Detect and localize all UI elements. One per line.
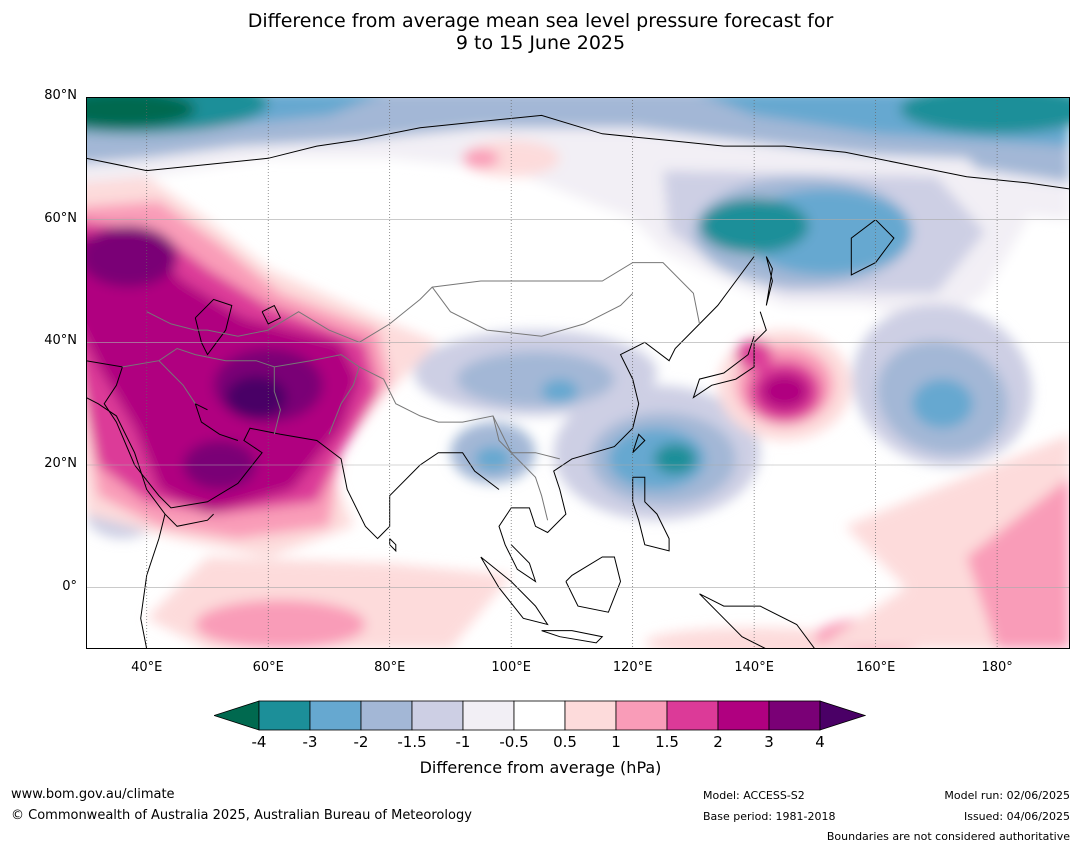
footer-boundaries: Boundaries are not considered authoritat… (826, 830, 1070, 843)
coastline (86, 360, 500, 540)
anomaly-region (899, 97, 1070, 134)
map-title-line2: 9 to 15 June 2025 (455, 32, 626, 54)
map-title: Difference from average mean sea level p… (0, 10, 1081, 54)
longitude-label: 80°E (374, 660, 406, 675)
longitude-label: 160°E (855, 660, 896, 675)
map-canvas (86, 97, 1070, 649)
footer-issued: Issued: 04/06/2025 (963, 810, 1070, 823)
country-border (146, 311, 208, 331)
latitude-label: 80°N (44, 88, 77, 103)
anomaly-region (541, 379, 578, 404)
colorbar-segment (615, 700, 668, 731)
colorbar-title: Difference from average (hPa) (419, 758, 662, 777)
anomaly-region (474, 446, 512, 472)
coastline (261, 304, 282, 325)
country-border (273, 366, 281, 435)
footer-website: www.bom.gov.au/climate (11, 787, 175, 802)
anomaly-contours (86, 97, 1070, 649)
pressure-anomaly-map (86, 97, 1070, 649)
coastline (632, 433, 646, 454)
colorbar-segment (513, 700, 566, 731)
latitude-label: 40°N (44, 333, 77, 349)
anomaly-region (225, 376, 287, 419)
latitude-label: 0° (62, 578, 77, 594)
colorbar-tick-label: 4 (815, 733, 825, 751)
coastline (541, 630, 604, 644)
coastline (86, 397, 214, 527)
longitude-label: 60°E (252, 660, 284, 675)
longitude-label: 140°E (734, 660, 774, 675)
coastline (699, 593, 816, 649)
colorbar-segment (462, 700, 515, 731)
longitude-label: 100°E (491, 660, 531, 675)
country-border (158, 360, 196, 404)
footer-model: Model: ACCESS-S2 (703, 789, 805, 802)
map-frame (86, 97, 1070, 649)
colorbar-tick-label: 2 (713, 733, 723, 751)
latitude-label: 20°N (44, 456, 77, 471)
country-border (492, 415, 549, 521)
coastline (140, 513, 166, 649)
coastline (850, 219, 895, 276)
colorbar-tick-label: -1 (455, 733, 471, 751)
colorbar-tick-label: 1.5 (655, 733, 679, 751)
anomaly-region (653, 443, 697, 475)
colorbar-segment (309, 700, 362, 731)
coastline (692, 311, 767, 399)
country-border (207, 262, 700, 343)
colorbar-tick-label: -0.5 (499, 733, 529, 751)
anomaly-region (699, 198, 809, 254)
coastlines (86, 114, 1070, 649)
anomaly-region (462, 139, 560, 177)
colorbar-segment (258, 700, 311, 731)
graticule (86, 97, 1070, 649)
colorbar-tick-label: -4 (251, 733, 267, 751)
coastline (194, 402, 239, 441)
country-border (431, 286, 634, 337)
footer-model-run: Model run: 02/06/2025 (944, 789, 1070, 802)
longitude-label: 120°E (612, 660, 653, 675)
colorbar-segment (564, 700, 617, 731)
latitude-label: 60°N (44, 210, 77, 226)
coastline (565, 556, 622, 613)
colorbar-tick-label: 3 (764, 733, 774, 751)
colorbar-tick-label: -1.5 (397, 733, 427, 751)
anomaly-region (195, 599, 366, 649)
map-title-line1: Difference from average mean sea level p… (247, 10, 834, 32)
anomaly-region (760, 373, 809, 410)
footer-base-period: Base period: 1981-2018 (703, 810, 836, 823)
colorbar-segment (717, 700, 770, 731)
colorbar-extend-high (819, 700, 866, 731)
anomaly-region (644, 627, 864, 649)
coastline (765, 256, 773, 306)
anomaly-region (966, 477, 1070, 649)
colorbar-segment (411, 700, 464, 731)
colorbar-tick-label: 0.5 (553, 733, 577, 751)
anomaly-region (86, 225, 178, 288)
footer-copyright: © Commonwealth of Australia 2025, Austra… (11, 808, 472, 823)
country-border (328, 366, 360, 435)
longitude-label: 180° (981, 660, 1013, 675)
coastline (86, 114, 1070, 190)
colorbar-segment (666, 700, 719, 731)
colorbar-tick-label: -2 (353, 733, 369, 751)
colorbar-tick-label: -3 (302, 733, 318, 751)
colorbar (214, 700, 866, 731)
colorbar-tick-label: 1 (611, 733, 621, 751)
colorbar-extend-low (214, 700, 260, 731)
anomaly-region (456, 351, 615, 407)
longitude-label: 40°E (131, 660, 163, 675)
colorbar-segment (360, 700, 413, 731)
anomaly-region (912, 379, 973, 429)
anomaly-region (462, 149, 500, 168)
coastline (632, 476, 670, 552)
coastline (389, 538, 397, 553)
anomaly-region (86, 97, 196, 128)
colorbar-segment (768, 700, 821, 731)
